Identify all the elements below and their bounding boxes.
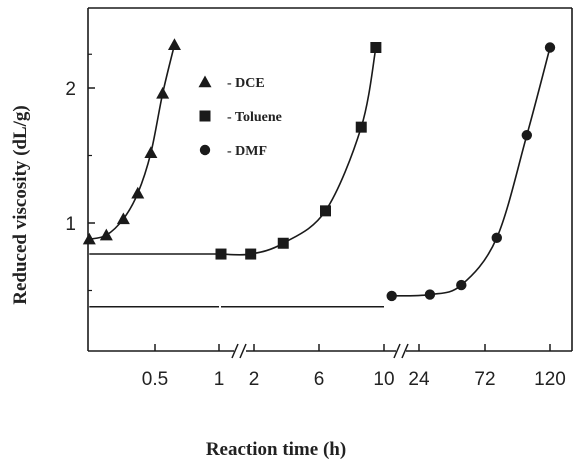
legend-label: - DMF [227,144,267,159]
data-point-dce [167,38,181,50]
data-point-dce [156,86,170,99]
x-tick-label: 0.5 [142,369,168,390]
y-tick-label: 2 [65,79,76,100]
data-point-toluene [277,237,289,249]
x-tick-label: 120 [534,369,566,390]
series-line-dce [89,44,176,240]
data-point-dmf [386,290,397,302]
data-point-dce [131,186,145,199]
x-axis-break-mark [239,343,247,359]
legend-marker [199,110,211,122]
data-point-dce [144,146,158,158]
data-point-dce [116,212,130,225]
data-point-toluene [320,205,331,217]
data-point-toluene [355,121,367,133]
data-point-toluene [215,248,227,260]
legend-label: - Toluene [227,110,282,125]
legend-label: - DCE [227,76,265,91]
data-point-dce [82,232,96,245]
data-point-dmf [544,42,556,53]
x-tick-label: 2 [249,369,260,390]
x-axis-break-mark [231,343,239,359]
x-tick-label: 1 [214,369,225,390]
y-axis-title: Reduced viscosity (dL/g) [10,105,31,305]
x-tick-label: 72 [474,369,495,390]
x-tick-label: 6 [314,369,325,390]
x-tick-label: 24 [408,369,430,390]
series-line-dmf [391,47,551,297]
data-point-dce [99,228,113,241]
data-point-dmf [491,232,502,244]
y-tick-label: 1 [65,214,76,235]
data-point-toluene [245,248,257,260]
data-point-dmf [456,279,467,291]
x-tick-label: 10 [373,369,394,390]
data-point-dmf [424,289,436,300]
legend-marker [199,144,211,156]
x-axis-break-mark [393,343,401,359]
legend-marker [198,75,212,88]
x-axis-break-mark [401,343,409,359]
data-point-toluene [370,42,382,53]
data-point-dmf [521,130,533,141]
x-axis-title: Reaction time (h) [206,439,346,460]
